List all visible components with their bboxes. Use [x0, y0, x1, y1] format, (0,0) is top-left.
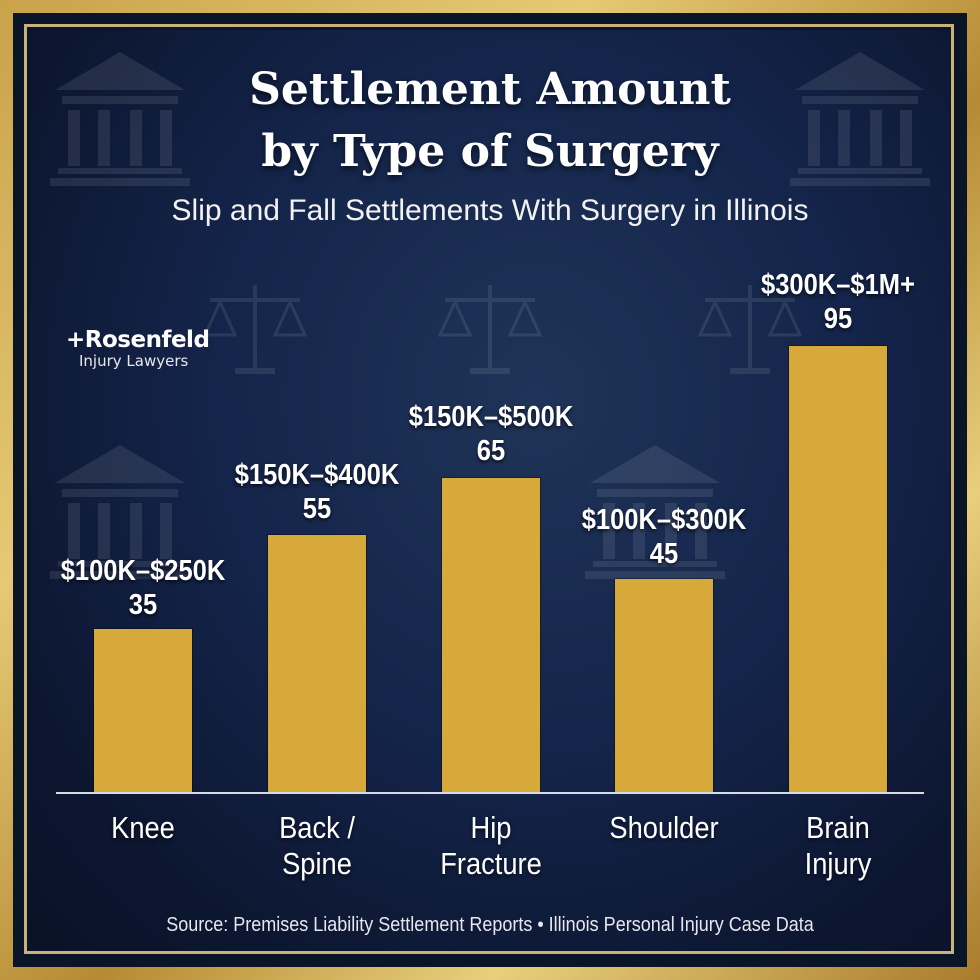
category-line1: Knee: [111, 810, 175, 845]
category-line2: Fracture: [440, 846, 542, 881]
value-label: 35: [128, 589, 158, 621]
x-label-shoulder: Shoulder: [576, 810, 752, 846]
rosenfeld-logo: +Rosenfeld Injury Lawyers: [66, 327, 210, 370]
category-line1: Shoulder: [609, 810, 719, 845]
value-label: 65: [476, 435, 506, 467]
category-line1: Hip: [470, 810, 512, 845]
chart-title-line2: by Type of Surgery: [261, 126, 719, 177]
scales-of-justice-icon: [202, 285, 308, 374]
x-label-hip-fracture: Hip Fracture: [403, 810, 579, 882]
value-label: 95: [823, 303, 853, 335]
scales-of-justice-icon: [697, 285, 803, 374]
bar-label-shoulder: $100K–$300K 45: [558, 503, 769, 571]
bar-knee: [94, 629, 192, 792]
x-label-knee: Knee: [55, 810, 231, 846]
category-line2: Spine: [282, 846, 352, 881]
range-label: $100K–$250K: [60, 555, 226, 587]
logo-tagline: Injury Lawyers: [79, 352, 189, 370]
value-label: 45: [649, 538, 679, 570]
logo-name: Rosenfeld: [84, 327, 210, 353]
bar-label-brain-injury: $300K–$1M+ 95: [732, 268, 943, 336]
bar-label-hip-fracture: $150K–$500K 65: [385, 400, 596, 468]
courthouse-icon: [585, 445, 725, 579]
bar-shoulder: [615, 579, 713, 792]
courthouse-icon: [50, 52, 190, 186]
source-note: Source: Premises Liability Settlement Re…: [166, 914, 814, 936]
bar-label-back-spine: $150K–$400K 55: [211, 458, 422, 526]
range-label: $100K–$300K: [581, 504, 747, 536]
courthouse-icon: [50, 445, 190, 579]
category-line2: Injury: [804, 846, 872, 881]
x-label-back-spine: Back / Spine: [229, 810, 405, 882]
cross-plus-icon: +: [66, 327, 85, 353]
category-line1: Back /: [279, 810, 355, 845]
bar-label-knee: $100K–$250K 35: [37, 554, 248, 622]
value-label: 55: [302, 493, 332, 525]
range-label: $300K–$1M+: [761, 269, 915, 301]
chart-panel: Settlement Amount by Type of Surgery Sli…: [30, 30, 950, 950]
range-label: $150K–$400K: [234, 459, 400, 491]
courthouse-icon: [790, 52, 930, 186]
bar-brain-injury: [789, 346, 887, 792]
bar-hip-fracture: [442, 478, 540, 792]
x-axis-line: [56, 792, 924, 794]
scales-of-justice-icon: [437, 285, 543, 374]
category-line1: Brain: [806, 810, 870, 845]
range-label: $150K–$500K: [408, 401, 574, 433]
frame-inner-gold-line: [24, 24, 954, 954]
chart-title-line1: Settlement Amount: [249, 64, 731, 115]
x-label-brain-injury: Brain Injury: [750, 810, 926, 882]
bar-back-spine: [268, 535, 366, 792]
chart-subtitle: Slip and Fall Settlements With Surgery i…: [171, 194, 809, 227]
